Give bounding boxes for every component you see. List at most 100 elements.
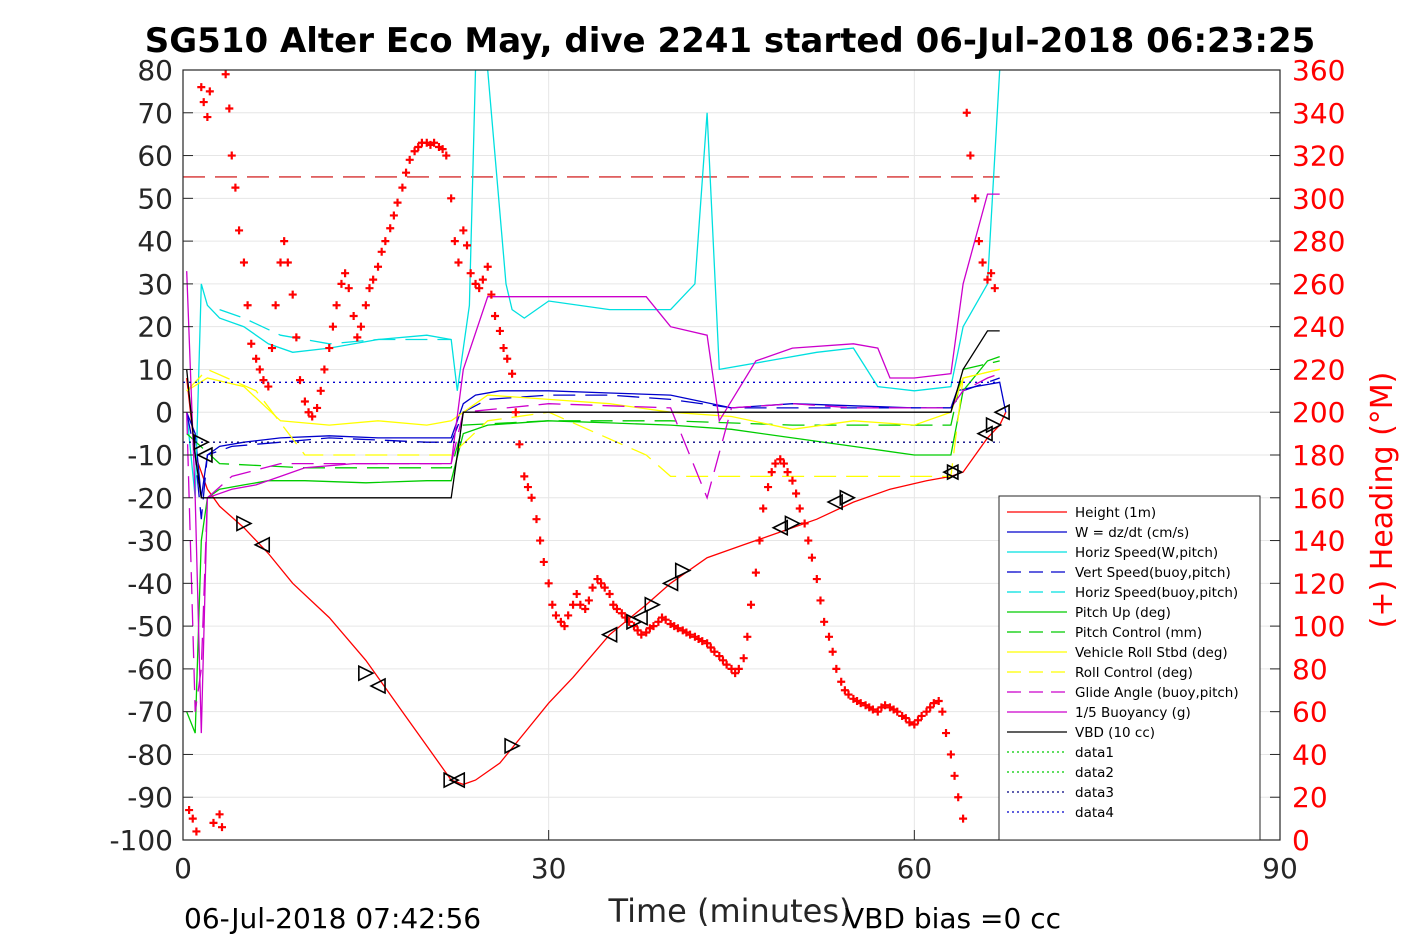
heading-point: [825, 632, 834, 641]
heading-point: [881, 701, 890, 710]
heading-point: [873, 707, 882, 716]
heading-point: [962, 108, 971, 117]
marker-triangle: [771, 519, 789, 537]
heading-point: [478, 275, 487, 284]
heading-point: [776, 455, 785, 464]
heading-point: [264, 382, 273, 391]
heading-point: [974, 237, 983, 246]
heading-point: [313, 403, 322, 412]
heading-point: [804, 536, 813, 545]
series-line-5: [186, 355, 1000, 734]
heading-point: [755, 536, 764, 545]
heading-point: [795, 504, 804, 513]
y-tick-label: 20: [137, 311, 173, 344]
marker-triangle: [946, 463, 964, 481]
heading-point: [410, 147, 419, 156]
heading-point: [320, 365, 329, 374]
heading-point: [934, 696, 943, 705]
series-line-11: [186, 330, 1000, 499]
heading-point: [837, 677, 846, 686]
heading-point: [946, 750, 955, 759]
heading-point: [743, 632, 752, 641]
heading-point: [221, 70, 230, 79]
heading-point: [966, 151, 975, 160]
marker-triangle: [661, 575, 679, 592]
y-tick-label: 0: [155, 396, 173, 429]
heading-point: [536, 536, 545, 545]
legend-label-3: Vert Speed(buoy,pitch): [1075, 565, 1231, 581]
heading-point: [556, 617, 565, 626]
heading-point: [703, 639, 712, 648]
y-tick-label: 70: [137, 97, 173, 130]
heading-point: [495, 326, 504, 335]
heading-point: [471, 279, 480, 288]
heading-point: [532, 515, 541, 524]
marker-triangle: [993, 403, 1010, 421]
heading-point: [600, 583, 609, 592]
heading-point: [459, 226, 468, 235]
heading-point: [503, 354, 512, 363]
heading-point: [252, 354, 261, 363]
heading-point: [353, 333, 362, 342]
y-tick-label: -60: [127, 653, 173, 686]
y2-tick-label: 300: [1292, 182, 1345, 215]
y2-tick-label: 360: [1292, 54, 1345, 87]
heading-point: [325, 344, 334, 353]
heading-point: [231, 183, 240, 192]
marker-triangle: [358, 664, 375, 682]
heading-point: [551, 611, 560, 620]
marker-triangle: [600, 626, 618, 643]
legend-label-6: Pitch Control (mm): [1075, 625, 1202, 641]
y-tick-label: -70: [127, 696, 173, 729]
marker-triangle: [942, 463, 959, 481]
heading-point: [954, 793, 963, 802]
marker-triangle: [448, 771, 466, 789]
heading-point: [288, 290, 297, 299]
heading-point: [405, 155, 414, 164]
x-tick-label: 30: [531, 852, 567, 885]
legend-label-15: data4: [1075, 805, 1114, 821]
marker-triangle: [826, 493, 843, 511]
legend-label-7: Vehicle Roll Stbd (deg): [1075, 645, 1228, 661]
heading-point: [569, 600, 578, 609]
y2-tick-label: 40: [1292, 738, 1328, 771]
heading-point: [520, 472, 529, 481]
heading-point: [450, 237, 459, 246]
heading-point: [588, 583, 597, 592]
heading-point: [621, 613, 630, 622]
heading-point: [913, 716, 922, 725]
heading-point: [938, 707, 947, 716]
heading-point: [209, 818, 218, 827]
marker-triangle: [504, 737, 521, 755]
heading-point: [807, 553, 816, 562]
heading-point: [349, 311, 358, 320]
marker-triangle: [443, 771, 460, 789]
heading-point: [300, 397, 309, 406]
heading-point: [218, 823, 227, 832]
heading-point: [280, 237, 289, 246]
series-line-7: [186, 368, 1000, 430]
heading-point: [929, 699, 938, 708]
heading-point: [487, 290, 496, 299]
heading-point: [369, 275, 378, 284]
heading-point: [292, 333, 301, 342]
heading-point: [926, 703, 935, 712]
heading-point: [215, 810, 224, 819]
legend-label-4: Horiz Speed(buoy,pitch): [1075, 585, 1238, 601]
series-line-10: [186, 193, 1000, 734]
heading-point: [593, 575, 602, 584]
heading-point: [475, 284, 484, 293]
marker-triangle: [236, 515, 253, 532]
heading-point: [296, 376, 305, 385]
heading-point: [987, 269, 996, 278]
heading-point: [572, 590, 581, 599]
heading-point: [276, 258, 285, 267]
heading-point: [188, 814, 197, 823]
y-tick-label: -80: [127, 738, 173, 771]
heading-point: [771, 459, 780, 468]
marker-triangle: [631, 609, 648, 626]
heading-point: [978, 258, 987, 267]
y2-tick-label: 340: [1292, 97, 1345, 130]
heading-point: [783, 468, 792, 477]
heading-point: [361, 301, 370, 310]
